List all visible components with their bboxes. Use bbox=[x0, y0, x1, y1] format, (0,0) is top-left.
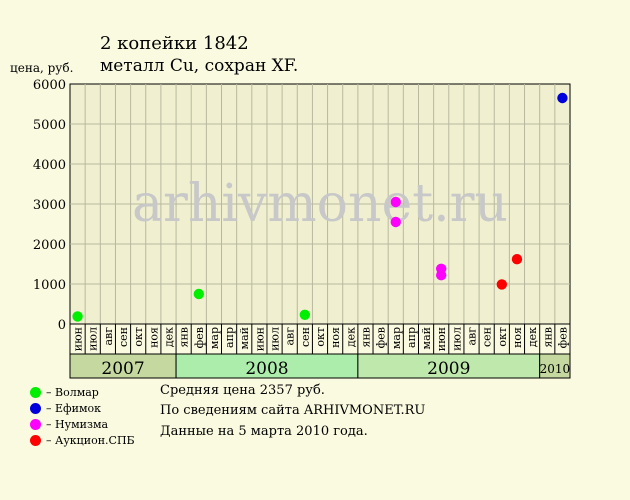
year-label: 2009 bbox=[427, 359, 470, 379]
data-point bbox=[390, 196, 401, 208]
legend-dot-icon bbox=[30, 386, 41, 398]
x-tick-label: май bbox=[238, 327, 251, 349]
x-tick-label: апр bbox=[223, 327, 236, 348]
x-tick-label: фев bbox=[556, 327, 569, 348]
data-point bbox=[72, 311, 83, 322]
data-point bbox=[436, 270, 447, 281]
legend-label: – Волмар bbox=[46, 385, 99, 399]
x-tick-label: янв bbox=[359, 327, 372, 347]
x-tick-label: фев bbox=[193, 327, 206, 348]
chart-subtitle: металл Cu, сохран XF. bbox=[100, 56, 299, 76]
x-tick-label: янв bbox=[178, 327, 191, 347]
legend-item: – Ефимок bbox=[30, 400, 135, 416]
x-tick-label: июл bbox=[87, 327, 100, 351]
data-points bbox=[72, 92, 568, 322]
x-tick-label: ноя bbox=[511, 327, 524, 348]
x-tick-label: сен bbox=[117, 327, 130, 347]
x-tick-label: окт bbox=[132, 327, 145, 347]
legend-label: – Аукцион.СПБ bbox=[46, 433, 135, 447]
x-tick-label: дек bbox=[344, 327, 357, 347]
x-month-labels: июн июл авг сен окт ноя дек янв фев мар апр май июн и… bbox=[69, 323, 571, 355]
y-tick-label: 1000 bbox=[33, 278, 66, 293]
legend-label: – Нумизма bbox=[46, 417, 109, 431]
year-label: 2007 bbox=[101, 359, 144, 379]
year-band bbox=[539, 353, 571, 379]
x-tick-label: июн bbox=[253, 327, 266, 351]
x-tick-label: авг bbox=[102, 327, 115, 346]
data-date: Данные на 5 марта 2010 года. bbox=[160, 424, 368, 439]
y-tick-label: 3000 bbox=[33, 198, 66, 213]
y-tick-label: 5000 bbox=[33, 118, 66, 133]
x-tick-label: дек bbox=[162, 327, 175, 347]
x-tick-label: ноя bbox=[147, 327, 160, 348]
x-tick-label: апр bbox=[405, 327, 418, 348]
x-tick-label: июн bbox=[72, 327, 85, 351]
data-point bbox=[390, 216, 401, 228]
y-tick-label: 2000 bbox=[33, 238, 66, 253]
x-tick-label: авг bbox=[284, 327, 297, 346]
data-point bbox=[193, 288, 204, 300]
year-band bbox=[69, 353, 177, 379]
x-tick-label: сен bbox=[481, 327, 494, 347]
x-tick-label: сен bbox=[299, 327, 312, 347]
year-label: 2008 bbox=[245, 359, 288, 379]
data-point bbox=[299, 309, 311, 320]
x-tick-label: окт bbox=[314, 327, 327, 347]
legend-item: – Волмар bbox=[30, 384, 135, 400]
y-axis-label: цена, руб. bbox=[10, 61, 74, 75]
x-tick-label: дек bbox=[526, 327, 539, 347]
legend-dot-icon bbox=[30, 434, 41, 446]
chart-title: 2 копейки 1842 bbox=[100, 33, 249, 54]
y-tick-label: 4000 bbox=[33, 158, 66, 173]
x-tick-label: май bbox=[420, 327, 433, 349]
year-label: 2010 bbox=[540, 362, 571, 376]
data-point bbox=[511, 254, 523, 265]
legend-dot-icon bbox=[30, 402, 41, 414]
y-ticks: 0 1000 2000 3000 4000 5000 6000 bbox=[33, 78, 66, 333]
watermark: arhivmonet.ru bbox=[132, 174, 508, 234]
grid bbox=[70, 84, 570, 324]
data-point bbox=[496, 279, 508, 290]
x-tick-label: мар bbox=[390, 327, 403, 349]
price-chart: arhivmonet.ru 0100020003000400050006000 … bbox=[33, 78, 571, 379]
x-tick-label: мар bbox=[208, 327, 221, 349]
legend-item: – Аукцион.СПБ bbox=[30, 432, 135, 448]
legend-dot-icon bbox=[30, 418, 41, 430]
x-tick-label: янв bbox=[541, 327, 554, 347]
legend-label: – Ефимок bbox=[46, 401, 102, 415]
x-tick-label: июл bbox=[450, 327, 463, 351]
data-point bbox=[557, 92, 568, 104]
legend-item: – Нумизма bbox=[30, 416, 135, 432]
y-tick-label: 0 bbox=[58, 318, 66, 333]
x-year-bands: 2007 2008 2009 2010 bbox=[69, 353, 571, 379]
legend: – Волмар – Ефимок – Нумизма – Аукцион.СП… bbox=[30, 384, 135, 448]
average-price: Средняя цена 2357 руб. bbox=[160, 383, 325, 398]
x-tick-label: июн bbox=[435, 327, 448, 351]
x-tick-label: июл bbox=[269, 327, 282, 351]
x-tick-label: ноя bbox=[329, 327, 342, 348]
x-tick-label: авг bbox=[466, 327, 479, 346]
x-tick-label: окт bbox=[496, 327, 509, 347]
source-note: По сведениям сайта ARHIVMONET.RU bbox=[160, 403, 426, 418]
x-tick-label: фев bbox=[375, 327, 388, 348]
y-tick-label: 6000 bbox=[33, 78, 66, 93]
year-band bbox=[175, 353, 359, 379]
